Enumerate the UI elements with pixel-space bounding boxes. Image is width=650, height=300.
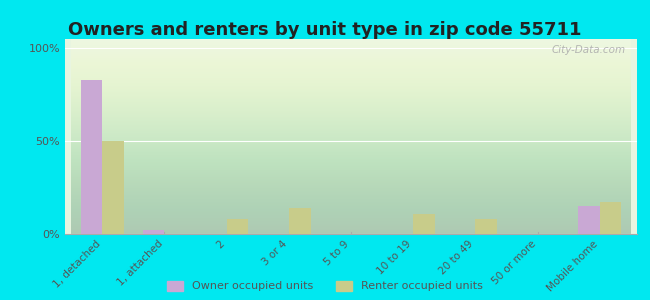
Bar (413, 214, 435, 234)
Legend: Owner occupied units, Renter occupied units: Owner occupied units, Renter occupied un… (167, 281, 483, 291)
Text: City-Data.com: City-Data.com (551, 45, 625, 55)
Bar (289, 208, 311, 234)
Bar (578, 206, 600, 234)
Bar (475, 219, 497, 234)
Bar (102, 141, 124, 234)
Bar (81, 80, 102, 234)
Bar (227, 219, 248, 234)
Bar (143, 230, 164, 234)
Text: Owners and renters by unit type in zip code 55711: Owners and renters by unit type in zip c… (68, 21, 582, 39)
Bar (600, 202, 621, 234)
